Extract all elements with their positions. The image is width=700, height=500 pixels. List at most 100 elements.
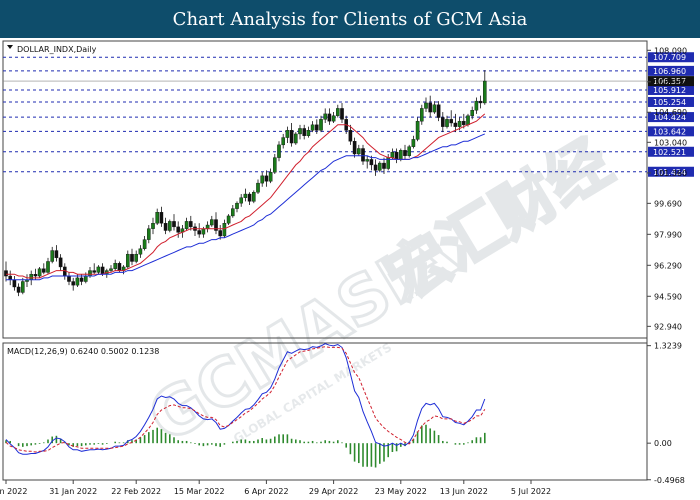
candle-bullish [230,208,235,217]
candle-bearish [197,230,202,235]
candle-bullish [75,277,80,286]
candle-bullish [277,144,281,158]
price-tick-label: 104.690 [654,108,687,117]
candle-bullish [336,108,340,116]
moving-average-blue [6,133,485,281]
candle-bearish [71,281,75,286]
level-label: 102.521 [653,148,686,157]
candle-bullish [474,100,479,111]
candle-bullish [378,162,382,171]
level-box [648,126,694,137]
candle-bearish [33,274,38,277]
price-tick-label: 101.360 [654,169,687,178]
candle-bullish [357,148,361,155]
candle-bullish [125,253,130,268]
x-tick-label: 7 Jan 2022 [0,487,27,496]
x-tick-label: 31 Jan 2022 [49,487,97,496]
candle-bullish [96,266,101,273]
candle-bullish [420,108,424,122]
level-box [648,146,694,157]
price-tick-label: 96.290 [654,261,682,270]
candle-bearish [58,257,63,268]
candle-bullish [113,263,117,269]
candle-bullish [235,202,239,209]
macd-tick-label: 0.00 [654,439,672,448]
candle-bearish [289,130,294,144]
candle-bearish [163,223,168,231]
candle-bullish [29,274,34,280]
candle-bullish [466,115,470,126]
candle-bullish [201,228,206,235]
candle-bullish [260,175,265,184]
candle-bearish [176,226,181,233]
candle-bearish [436,104,441,118]
price-tick-label: 97.990 [654,230,682,239]
candle-bearish [159,212,164,224]
candle-bearish [315,124,319,131]
chart-area: GCMASIA 宏汇财经 GLOBAL CAPITAL MARKETS 107.… [0,38,700,500]
level-label: 103.642 [653,127,686,136]
level-label: 104.424 [653,113,686,122]
macd-line [5,343,486,455]
candle-bearish [172,221,176,228]
candle-bearish [92,270,96,273]
candle-bearish [403,150,407,156]
candle-bullish [243,193,248,198]
level-box [648,84,694,95]
candle-bullish [407,146,412,156]
candle-bullish [155,212,160,224]
candle-bullish [306,130,311,136]
candle-bullish [167,221,172,231]
candle-bearish [264,175,269,182]
dropdown-triangle-icon[interactable] [7,45,13,49]
x-tick-label: 13 Jun 2022 [440,487,488,496]
candle-bullish [281,137,286,146]
candle-bearish [247,193,252,202]
candle-bearish [218,230,223,237]
page-title: Chart Analysis for Clients of GCM Asia [172,8,528,30]
level-label: 105.912 [653,86,686,95]
level-box [648,65,694,76]
candle-bullish [142,239,147,249]
candle-bullish [146,228,151,240]
current-price-box [648,76,694,87]
candle-bullish [445,119,449,127]
candle-bearish [4,270,8,277]
candle-bearish [42,268,46,273]
candle-bearish [462,120,466,126]
candle-bearish [67,275,71,282]
candle-bullish [21,281,25,293]
candle-bullish [222,223,227,237]
candle-bullish [239,197,244,204]
candle-bearish [117,263,122,271]
level-label: 107.709 [653,53,686,62]
candle-bearish [478,100,483,104]
candle-bearish [54,250,59,259]
macd-signal-line [5,346,486,453]
candle-bullish [184,221,189,229]
level-label: 105.254 [653,98,686,107]
candle-bullish [310,124,315,131]
candle-bullish [399,150,403,160]
candle-bearish [100,266,105,275]
candle-bearish [369,159,374,166]
price-tick-label: 103.040 [654,138,687,147]
candle-bullish [205,224,210,229]
candle-bearish [428,102,433,113]
level-label: 106.960 [653,67,686,76]
x-tick-label: 29 Apr 2022 [309,487,358,496]
candle-bullish [88,270,92,277]
candle-bearish [327,113,332,122]
candle-bearish [16,286,21,293]
candle-bullish [268,171,273,182]
candle-bullish [432,104,437,113]
candle-bullish [134,253,139,262]
price-tick-label: 106.360 [654,78,687,87]
candle-bullish [298,128,302,135]
candle-bearish [382,162,386,169]
page-header: Chart Analysis for Clients of GCM Asia [0,0,700,38]
candle-bearish [441,117,445,127]
candle-bullish [109,268,113,271]
candle-bearish [394,151,399,160]
x-tick-label: 15 Mar 2022 [174,487,225,496]
